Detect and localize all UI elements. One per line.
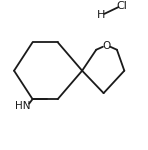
Text: O: O — [102, 41, 111, 51]
Text: HN: HN — [15, 101, 31, 111]
Text: Cl: Cl — [116, 1, 127, 11]
Text: H: H — [96, 10, 105, 20]
